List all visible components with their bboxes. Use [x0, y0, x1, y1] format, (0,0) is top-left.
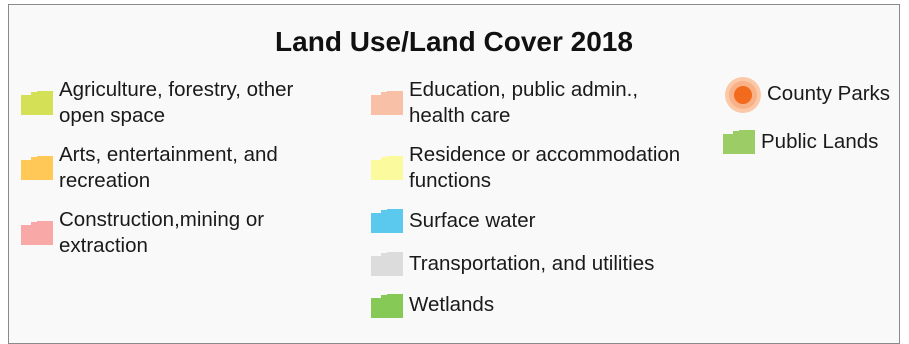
- legend-label-line: Residence or accommodation: [409, 143, 681, 166]
- legend-label-line: health care: [409, 104, 511, 127]
- public-lands-swatch-icon: [723, 130, 755, 154]
- legend-label-line: Transportation, and utilities: [409, 252, 655, 275]
- legend-label-line: functions: [409, 169, 492, 192]
- surface-water-swatch-icon: [371, 209, 403, 233]
- legend-label-line: Arts, entertainment, and: [59, 143, 278, 166]
- legend-label-line: Construction,mining or: [59, 208, 265, 231]
- residence-swatch-icon: [371, 156, 403, 180]
- legend-label-line: recreation: [59, 169, 151, 192]
- legend-title: Land Use/Land Cover 2018: [275, 26, 633, 57]
- wetlands-swatch-icon: [371, 294, 403, 318]
- transportation-swatch-icon: [371, 252, 403, 276]
- legend-label-line: Wetlands: [409, 293, 495, 316]
- arts-swatch-icon: [21, 156, 53, 180]
- legend-label-line: Public Lands: [761, 130, 879, 153]
- legend-label-line: County Parks: [767, 82, 891, 105]
- legend-label-line: Agriculture, forestry, other: [59, 78, 294, 101]
- legend-label-line: Surface water: [409, 209, 536, 232]
- county-parks-point-icon: [723, 75, 763, 115]
- construction-swatch-icon: [21, 221, 53, 245]
- legend-label-line: Education, public admin.,: [409, 78, 639, 101]
- legend-label-line: open space: [59, 104, 166, 127]
- agriculture-swatch-icon: [21, 91, 53, 115]
- legend-label-line: extraction: [59, 234, 148, 257]
- map-legend: Land Use/Land Cover 2018 Agriculture, fo…: [8, 4, 900, 344]
- education-swatch-icon: [371, 91, 403, 115]
